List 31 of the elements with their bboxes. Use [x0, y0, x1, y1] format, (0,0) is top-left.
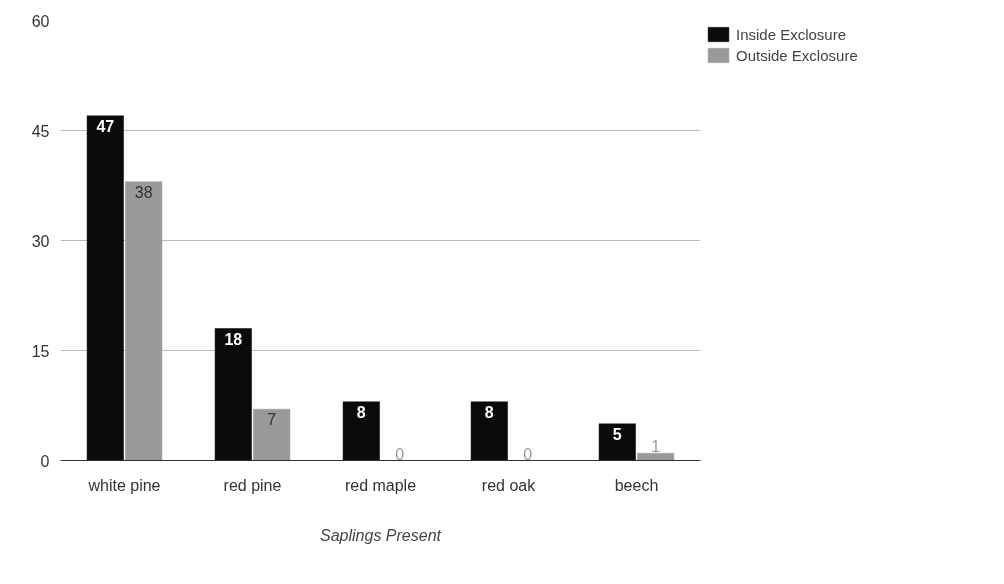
bar	[598, 423, 636, 461]
bar	[637, 452, 675, 461]
data-label: 7	[267, 411, 277, 429]
data-label: 8	[356, 403, 366, 421]
y-tick-label: 0	[40, 452, 50, 470]
legend-label: Outside Exclosure	[736, 46, 858, 64]
data-label: 5	[612, 425, 622, 443]
data-label: 1	[651, 438, 661, 456]
x-tick-label: white pine	[87, 476, 161, 494]
data-label: 0	[395, 445, 405, 463]
bar	[125, 181, 163, 461]
bar	[470, 401, 508, 461]
bar	[86, 115, 124, 461]
y-tick-label: 30	[31, 232, 50, 250]
bar	[214, 328, 252, 461]
data-label: 18	[224, 330, 243, 348]
data-label: 8	[484, 403, 494, 421]
bar	[342, 401, 380, 461]
x-tick-label: red maple	[344, 476, 417, 494]
y-tick-label: 60	[31, 12, 50, 30]
data-label: 47	[96, 117, 115, 135]
x-tick-label: red pine	[223, 476, 282, 494]
x-axis-title: Saplings Present	[320, 526, 442, 544]
x-tick-label: red oak	[481, 476, 537, 494]
x-tick-label: beech	[614, 476, 659, 494]
legend-label: Inside Exclosure	[736, 25, 847, 43]
y-tick-label: 15	[31, 342, 50, 360]
y-tick-label: 45	[31, 122, 50, 140]
data-label: 0	[523, 445, 533, 463]
bar	[253, 408, 291, 461]
data-label: 38	[134, 183, 153, 201]
